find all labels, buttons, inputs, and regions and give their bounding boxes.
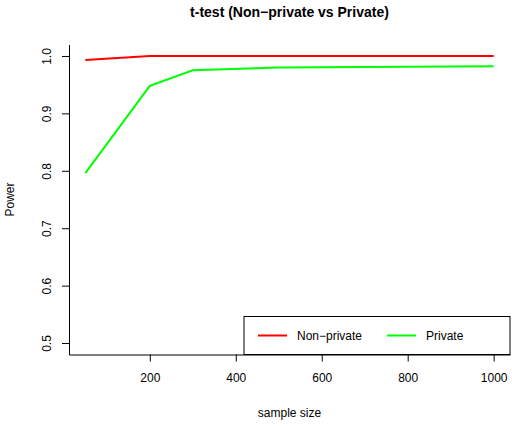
y-tick: 0.8 <box>40 163 69 180</box>
x-tick: 800 <box>398 355 418 386</box>
x-tick: 1000 <box>481 355 508 386</box>
y-tick-mark <box>62 286 69 287</box>
plot-area <box>85 56 493 173</box>
x-tick-mark <box>322 355 323 362</box>
chart: 200 400 600 800 1000 0.5 0.6 0.7 0.8 0.9 1.0 t-test… <box>0 0 512 426</box>
y-tick: 0.7 <box>40 220 69 237</box>
x-tick: 400 <box>226 355 246 386</box>
x-tick-mark <box>408 355 409 362</box>
x-tick-mark <box>494 355 495 362</box>
legend: Non−private Private <box>244 317 510 355</box>
legend-swatch <box>258 335 287 337</box>
y-tick-mark <box>62 56 69 57</box>
x-tick-label: 1000 <box>481 371 508 385</box>
y-tick-label: 0.8 <box>40 163 54 180</box>
y-tick: 0.6 <box>40 277 69 294</box>
legend-swatch <box>387 335 416 337</box>
legend-box <box>244 317 510 355</box>
legend-label: Private <box>426 329 464 343</box>
x-tick-label: 200 <box>140 371 160 385</box>
x-axis: 200 400 600 800 1000 <box>70 355 511 386</box>
legend-label: Non−private <box>297 329 362 343</box>
y-tick-mark <box>62 171 69 172</box>
y-axis: 0.5 0.6 0.7 0.8 0.9 1.0 <box>40 45 70 355</box>
y-tick-label: 1.0 <box>40 48 54 65</box>
series-line <box>85 56 493 60</box>
x-tick-mark <box>150 355 151 362</box>
x-tick: 600 <box>312 355 332 386</box>
series-line <box>85 66 493 173</box>
y-tick: 1.0 <box>40 48 69 65</box>
y-tick-mark <box>62 113 69 114</box>
y-tick-label: 0.5 <box>40 335 54 352</box>
x-tick-mark <box>236 355 237 362</box>
y-axis-line <box>69 45 70 355</box>
x-tick-label: 400 <box>226 371 246 385</box>
y-tick-label: 0.7 <box>40 220 54 237</box>
y-tick: 0.5 <box>40 335 69 352</box>
y-tick-mark <box>62 228 69 229</box>
y-tick-label: 0.9 <box>40 105 54 122</box>
y-tick-label: 0.6 <box>40 277 54 294</box>
x-tick-label: 800 <box>398 371 418 385</box>
x-axis-title: sample size <box>258 406 322 420</box>
x-tick-label: 600 <box>312 371 332 385</box>
y-tick: 0.9 <box>40 105 69 122</box>
y-axis-title: Power <box>3 182 17 216</box>
title: t-test (Non−private vs Private) <box>190 4 389 20</box>
x-tick: 200 <box>140 355 160 386</box>
y-tick-mark <box>62 343 69 344</box>
